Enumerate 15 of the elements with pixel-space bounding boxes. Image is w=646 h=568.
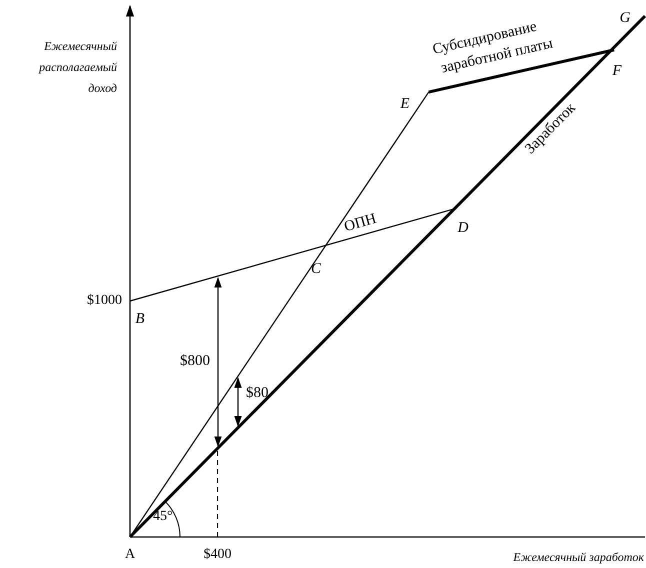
annotation: D [456, 220, 469, 236]
x-tick-label: A [124, 547, 136, 562]
annotation: E [399, 96, 410, 112]
annotation: $80 [246, 385, 268, 401]
y-axis-title: Ежемесячный располагаемый доход [38, 39, 117, 95]
annotation: G [620, 10, 631, 26]
annotation: B [135, 311, 145, 327]
x-axis-title: Ежемесячный заработок [512, 550, 644, 564]
annotation: $800 [180, 353, 210, 369]
annotation: C [310, 261, 322, 277]
x-tick-label: $400 [204, 547, 232, 562]
annotation: F [611, 63, 622, 79]
text: ОПН [342, 210, 378, 236]
annotation: 45° [153, 509, 173, 524]
text: $1000 [87, 293, 122, 308]
